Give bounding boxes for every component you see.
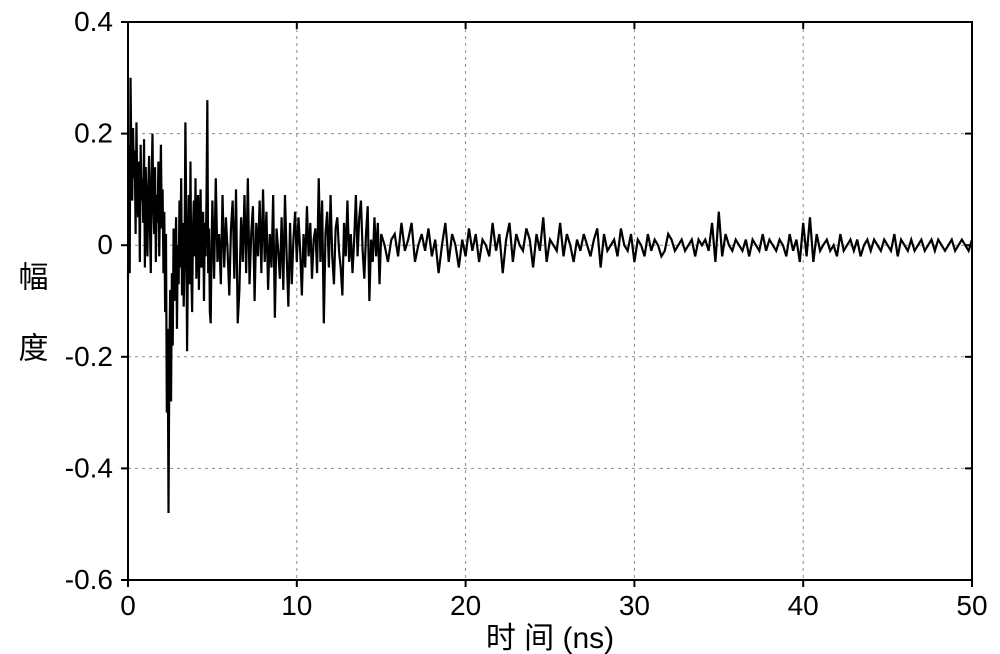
ytick-label: -0.6 — [65, 564, 113, 595]
ytick-label: -0.4 — [65, 452, 113, 483]
xtick-label: 20 — [450, 590, 481, 621]
signal-chart: 0 10 20 30 40 50 -0.6 -0.4 -0.2 0 0.2 0.4 时 间 (ns) 幅 … — [0, 0, 1000, 654]
xlabel: 时 间 (ns) — [486, 622, 614, 654]
signal-line — [128, 78, 972, 513]
xtick-label: 40 — [788, 590, 819, 621]
ytick-label: 0.4 — [74, 6, 113, 37]
xtick-label: 0 — [120, 590, 136, 621]
ylabel: 幅 度 — [14, 261, 48, 366]
xtick-label: 10 — [281, 590, 312, 621]
chart-svg: 0 10 20 30 40 50 -0.6 -0.4 -0.2 0 0.2 0.4 时 间 (ns) 幅 … — [0, 0, 1000, 654]
ytick-label: 0 — [97, 229, 113, 260]
ytick-label: -0.2 — [65, 341, 113, 372]
xtick-label: 50 — [956, 590, 987, 621]
ytick-label: 0.2 — [74, 118, 113, 149]
xtick-label: 30 — [619, 590, 650, 621]
